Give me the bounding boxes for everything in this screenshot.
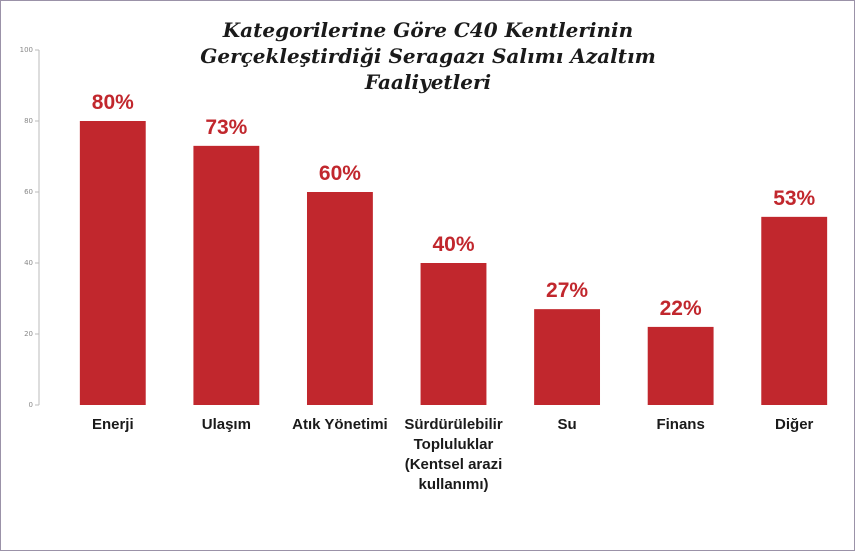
bar bbox=[79, 121, 146, 405]
y-tick-label: 20 bbox=[24, 330, 33, 338]
bar bbox=[647, 326, 714, 405]
x-tick-label: Sürdürülebilir Topluluklar (Kentsel araz… bbox=[404, 416, 503, 493]
bar bbox=[193, 145, 260, 405]
value-label: 27% bbox=[546, 279, 589, 303]
x-tick-label: Finans bbox=[656, 416, 705, 433]
y-tick-label: 60 bbox=[24, 188, 33, 196]
y-tick-label: 0 bbox=[29, 401, 33, 409]
bar bbox=[761, 216, 828, 405]
bar bbox=[534, 309, 601, 405]
y-tick-label: 80 bbox=[24, 117, 33, 125]
value-label: 80% bbox=[91, 91, 134, 114]
value-label: 53% bbox=[773, 186, 816, 210]
chart-title: Kategorilerine Göre C40 Kentlerinin Gerç… bbox=[200, 18, 656, 94]
x-tick-label: Enerji bbox=[91, 416, 134, 433]
y-tick-label: 40 bbox=[24, 259, 33, 267]
x-tick-label: Diğer bbox=[775, 416, 814, 433]
value-label: 22% bbox=[659, 296, 702, 320]
x-tick-label: Atık Yönetimi bbox=[292, 416, 388, 433]
y-tick-label: 100 bbox=[20, 46, 33, 54]
x-tick-label: Su bbox=[557, 416, 577, 433]
bar bbox=[306, 192, 373, 405]
x-tick-label: Ulaşım bbox=[201, 416, 251, 433]
value-label: 60% bbox=[318, 162, 361, 185]
bar bbox=[420, 263, 487, 405]
value-label: 73% bbox=[205, 115, 248, 139]
value-label: 40% bbox=[432, 233, 475, 256]
